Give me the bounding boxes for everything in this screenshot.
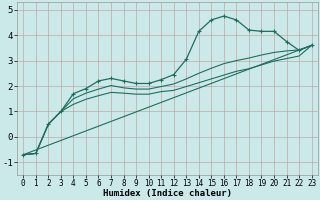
X-axis label: Humidex (Indice chaleur): Humidex (Indice chaleur) [103, 189, 232, 198]
